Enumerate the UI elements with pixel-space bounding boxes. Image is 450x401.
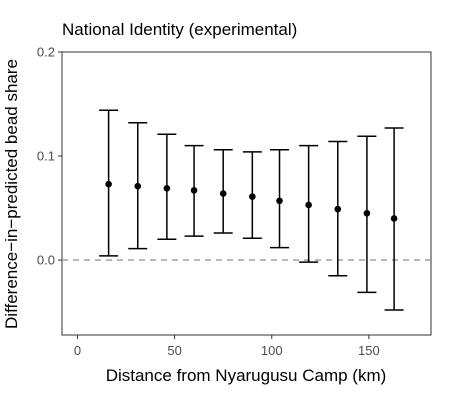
point-estimate <box>163 184 171 192</box>
y-tick-label: 0.0 <box>37 253 55 268</box>
point-estimate <box>134 182 142 190</box>
x-axis: 0 50 100 150 <box>74 335 380 358</box>
y-tick-label: 0.1 <box>37 149 55 164</box>
y-axis-label: Difference−in−predicted bead share <box>2 59 21 329</box>
point-estimate <box>334 205 342 213</box>
point-estimate <box>105 180 112 188</box>
point-estimate <box>363 209 371 217</box>
point-estimate <box>390 215 398 222</box>
chart-title: National Identity (experimental) <box>62 20 297 39</box>
x-axis-label: Distance from Nyarugusu Camp (km) <box>106 366 387 385</box>
point-estimate <box>305 201 312 209</box>
point-estimate <box>219 190 227 197</box>
point-estimate <box>190 187 198 194</box>
y-axis: 0.0 0.1 0.2 <box>37 45 62 268</box>
data-marks <box>99 109 404 311</box>
x-tick-label: 0 <box>74 343 81 358</box>
plot-panel <box>61 51 432 336</box>
x-tick-label: 50 <box>167 343 181 358</box>
y-tick-label: 0.2 <box>37 45 55 60</box>
point-estimate <box>276 197 283 205</box>
x-tick-label: 100 <box>261 343 283 358</box>
point-estimate <box>249 193 256 200</box>
x-tick-label: 150 <box>358 343 380 358</box>
